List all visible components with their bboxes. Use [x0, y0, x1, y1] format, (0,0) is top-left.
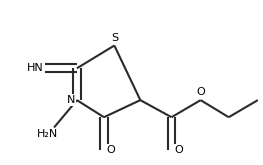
Text: O: O	[174, 145, 183, 155]
Text: N: N	[67, 95, 75, 105]
Text: HN: HN	[27, 63, 44, 73]
Text: O: O	[107, 145, 116, 155]
Text: O: O	[196, 87, 205, 97]
Text: S: S	[111, 33, 118, 43]
Text: H₂N: H₂N	[37, 129, 58, 139]
